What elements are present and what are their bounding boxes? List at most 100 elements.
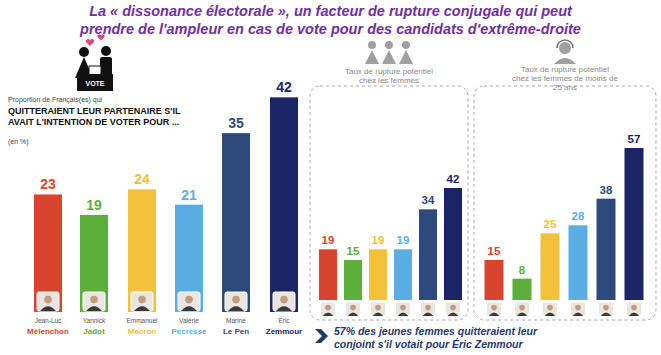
women-icon <box>365 41 413 64</box>
portrait-body <box>601 313 612 317</box>
portrait-head <box>575 305 581 311</box>
heart-icon <box>97 34 104 40</box>
data-label: 19 <box>372 234 385 246</box>
icon-headset <box>557 40 573 48</box>
portrait-body <box>398 313 409 317</box>
bars <box>34 97 298 312</box>
panel: 231924213542Jean-LucMélenchonYannickJado… <box>8 34 302 336</box>
portrait <box>396 302 411 316</box>
portrait-head <box>350 305 356 311</box>
portrait-frame <box>178 292 200 311</box>
panel-frame <box>474 86 656 320</box>
icon-body <box>382 50 396 64</box>
portrait-frame <box>446 302 461 316</box>
icon-head <box>385 41 393 49</box>
icon-head <box>368 41 376 49</box>
bar <box>444 188 462 300</box>
icon-body <box>399 50 413 64</box>
portrait-frame <box>396 302 411 316</box>
portrait-head <box>90 296 98 304</box>
portrait <box>543 302 558 316</box>
bars <box>485 148 644 300</box>
category-label: ValériePécresse <box>171 317 207 336</box>
data-label: 28 <box>572 210 585 222</box>
portrait-head <box>232 296 240 304</box>
bar <box>597 199 616 300</box>
portrait-body <box>489 313 500 317</box>
portrait-frame <box>571 302 586 316</box>
portrait-head <box>519 305 525 311</box>
panel: 191519193442Taux de rupture potentielche… <box>310 41 468 320</box>
bar <box>394 249 412 300</box>
portrait <box>273 292 295 311</box>
data-label: 15 <box>347 245 360 257</box>
portrait-head <box>450 305 456 311</box>
bar <box>344 260 362 300</box>
portrait <box>321 302 336 316</box>
last-name: Jadot <box>83 327 105 336</box>
portrait <box>599 302 614 316</box>
chart: La « dissonance électorale », un facteur… <box>0 0 661 355</box>
portrait-body <box>86 306 102 311</box>
data-label: 34 <box>422 194 435 206</box>
bar <box>175 205 203 312</box>
portrait-head <box>185 296 193 304</box>
unit-note: (en %) <box>8 138 29 146</box>
category-label: Jean-LucMélenchon <box>27 317 69 336</box>
bar <box>485 260 504 300</box>
annotation: conjoint s'il votait pour Éric Zemmour <box>334 338 524 350</box>
category-label: ÉricZemmour <box>266 316 302 336</box>
portrait-body <box>545 313 556 317</box>
ballot-box <box>77 74 113 91</box>
portrait-body <box>134 306 150 311</box>
panel-title: Taux de rupture potentiel <box>521 65 609 74</box>
first-name: Emmanuel <box>126 317 158 324</box>
portrait-frame <box>599 302 614 316</box>
portrait <box>371 302 386 316</box>
first-name: Yannick <box>83 317 106 324</box>
bar <box>80 215 108 312</box>
portrait <box>627 302 642 316</box>
portrait-body <box>629 313 640 317</box>
portrait-body <box>517 313 528 317</box>
bar <box>369 249 387 300</box>
bar <box>128 189 156 312</box>
panel-title: AVAIT L'INTENTION DE VOTER POUR ... <box>8 117 179 127</box>
portrait <box>421 302 436 316</box>
bar <box>319 249 337 300</box>
portrait-head <box>547 305 553 311</box>
portrait-body <box>448 313 459 317</box>
subtitle: Proportion de Français(es) qui <box>8 96 103 104</box>
last-name: Pécresse <box>171 327 207 336</box>
icon-label: VOTE <box>85 80 104 87</box>
portrait-body <box>181 306 197 311</box>
first-name: Marine <box>226 317 246 324</box>
bar <box>569 225 588 300</box>
portrait <box>83 292 105 311</box>
data-label: 42 <box>276 79 292 95</box>
first-name: Jean-Luc <box>35 317 62 324</box>
portrait <box>225 292 247 311</box>
portrait <box>446 302 461 316</box>
portrait-body <box>40 306 56 311</box>
portrait <box>37 292 59 311</box>
category-label: MarineLe Pen <box>223 317 249 336</box>
portrait <box>487 302 502 316</box>
icon-body <box>365 50 379 64</box>
woman-headset-icon <box>554 40 576 64</box>
icon-head <box>79 47 89 57</box>
icon-head <box>559 42 571 54</box>
last-name: Zemmour <box>266 327 302 336</box>
portrait-body <box>423 313 434 317</box>
data-label: 35 <box>228 115 244 131</box>
portrait <box>178 292 200 311</box>
data-label: 8 <box>519 264 526 276</box>
portrait-frame <box>83 292 105 311</box>
panel-title: chez les femmes de moins de <box>512 74 618 83</box>
portrait-head <box>44 296 52 304</box>
portrait-frame <box>273 292 295 311</box>
data-label: 42 <box>447 173 460 185</box>
data-label: 19 <box>397 234 410 246</box>
data-label: 21 <box>181 187 197 203</box>
portrait-frame <box>346 302 361 316</box>
